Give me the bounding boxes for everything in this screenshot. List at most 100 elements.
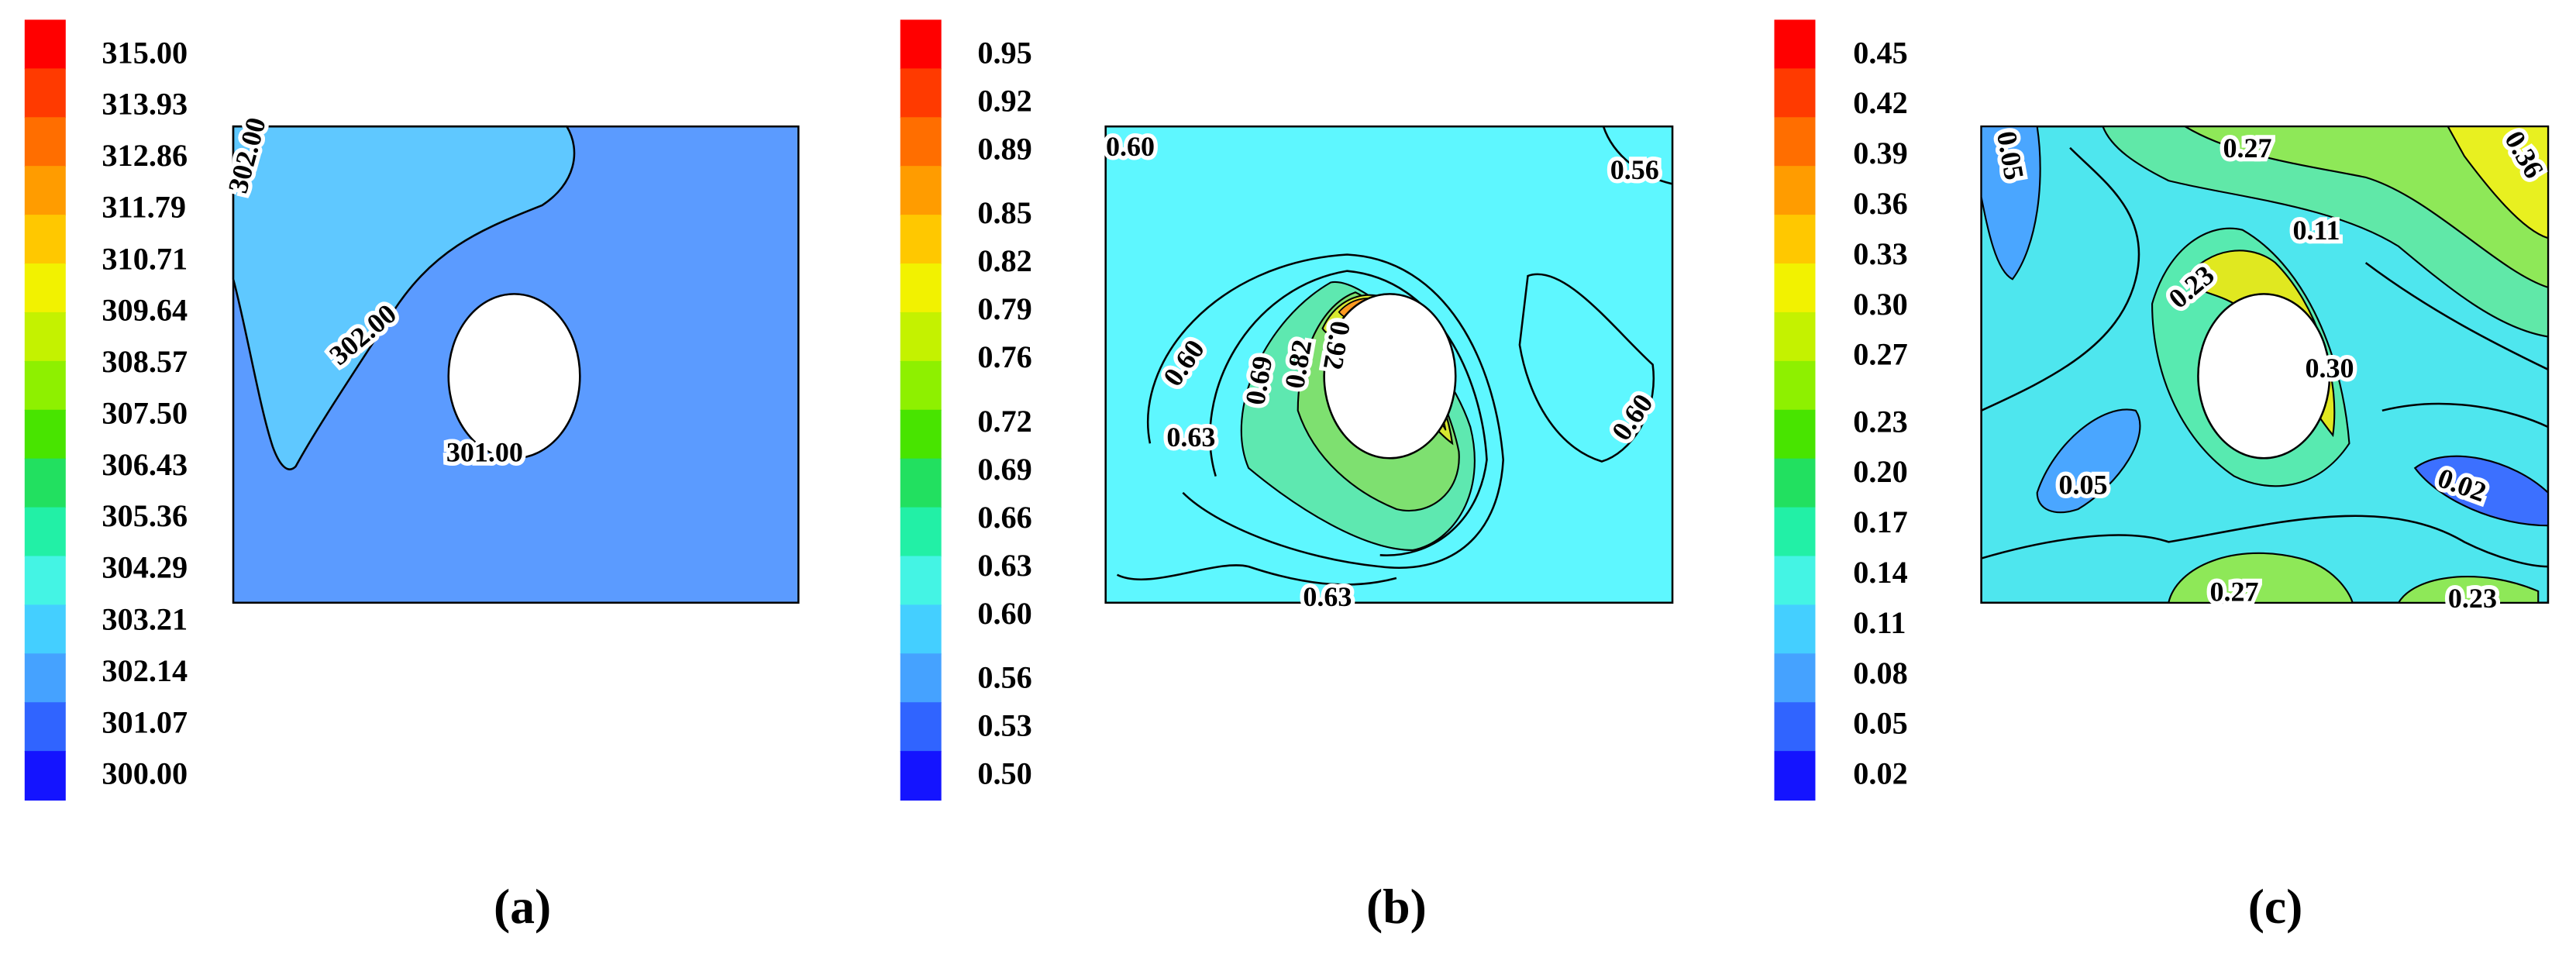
colorbar-band xyxy=(24,360,66,411)
contour-region xyxy=(2036,408,2141,514)
contour-region xyxy=(232,125,576,470)
colorbar-tick-label: 0.85 xyxy=(977,195,1031,230)
colorbar-band xyxy=(24,556,66,606)
colorbar-band xyxy=(1774,263,1816,313)
colorbar-tick-label: 315.00 xyxy=(102,35,188,70)
colorbar-tick-label: 0.66 xyxy=(977,500,1031,535)
cylinder xyxy=(447,293,581,460)
colorbar-band xyxy=(900,751,942,801)
contour-line xyxy=(2381,402,2549,429)
colorbar-tick-label: 0.53 xyxy=(977,708,1031,743)
contour-line xyxy=(1518,273,1655,463)
contour-label: 0.30 xyxy=(2305,353,2354,384)
colorbar-tick-label: 312.86 xyxy=(102,138,188,173)
colorbar-band xyxy=(1774,117,1816,167)
colorbar-band xyxy=(24,653,66,704)
colorbar-tick-label: 0.39 xyxy=(1853,136,1907,170)
colorbar-band xyxy=(24,702,66,752)
cylinder xyxy=(2197,293,2331,460)
contour-label: 0.60 xyxy=(1106,131,1155,162)
colorbar-band xyxy=(1774,312,1816,362)
colorbar-band xyxy=(900,556,942,606)
colorbar-band xyxy=(1774,360,1816,411)
colorbar-tick-label: 0.63 xyxy=(977,548,1031,583)
colorbar-tick-label: 0.42 xyxy=(1853,85,1907,120)
colorbar-band xyxy=(900,458,942,508)
colorbar-tick-label: 0.14 xyxy=(1853,555,1907,590)
panel-b-field xyxy=(1104,125,1674,604)
colorbar-band xyxy=(900,409,942,460)
contour-label: 0.23 xyxy=(2448,583,2497,614)
colorbar-tick-label: 313.93 xyxy=(102,87,188,122)
colorbar-band xyxy=(900,312,942,362)
colorbar-band xyxy=(24,507,66,557)
colorbar-band xyxy=(24,751,66,801)
colorbar-tick-label: 0.05 xyxy=(1853,706,1907,741)
contour-region xyxy=(2446,126,2550,239)
colorbar-tick-label: 305.36 xyxy=(102,498,188,533)
colorbar-band xyxy=(1774,68,1816,119)
colorbar-band xyxy=(24,263,66,313)
contour-region xyxy=(2167,552,2354,604)
contour-region xyxy=(1980,126,2041,281)
colorbar-band xyxy=(24,409,66,460)
contour-label: 0.63 xyxy=(1166,422,1215,453)
colorbar-tick-label: 311.79 xyxy=(102,189,186,224)
colorbar-band xyxy=(24,117,66,167)
colorbar-tick-label: 0.23 xyxy=(1853,404,1907,439)
contour-label: 0.63 xyxy=(1303,581,1352,612)
colorbar-band xyxy=(1774,751,1816,801)
colorbar-tick-label: 0.82 xyxy=(977,243,1031,278)
colorbar-tick-label: 0.60 xyxy=(977,596,1031,631)
colorbar-tick-label: 302.14 xyxy=(102,653,188,688)
colorbar-band xyxy=(900,215,942,265)
panel-label: (b) xyxy=(1366,879,1427,934)
colorbar-band xyxy=(900,653,942,704)
colorbar-tick-label: 0.30 xyxy=(1853,287,1907,322)
contour-line xyxy=(1146,253,1504,569)
colorbar-band xyxy=(1774,556,1816,606)
colorbar-band xyxy=(900,166,942,216)
colorbar-band xyxy=(24,312,66,362)
colorbar-tick-label: 307.50 xyxy=(102,395,188,430)
colorbar-band xyxy=(24,166,66,216)
contour-label: 301.00 xyxy=(446,436,523,467)
colorbar-band xyxy=(24,68,66,119)
contour-line xyxy=(1602,126,1673,185)
colorbar-band xyxy=(1774,458,1816,508)
colorbar-tick-label: 310.71 xyxy=(102,241,188,276)
colorbar-band xyxy=(1774,604,1816,655)
colorbar-tick-label: 0.20 xyxy=(1853,454,1907,489)
colorbar-tick-label: 309.64 xyxy=(102,293,188,328)
colorbar-tick-label: 0.11 xyxy=(1853,605,1906,640)
colorbar-band xyxy=(1774,215,1816,265)
colorbar-band xyxy=(900,507,942,557)
colorbar-band xyxy=(24,19,66,70)
colorbar-tick-label: 0.92 xyxy=(977,83,1031,118)
contour-region xyxy=(2397,575,2540,604)
colorbar-tick-label: 0.36 xyxy=(1853,186,1907,221)
colorbar-band xyxy=(1774,409,1816,460)
contour-label: 0.56 xyxy=(1610,154,1659,185)
colorbar-tick-label: 0.02 xyxy=(1853,756,1907,791)
panel-c-field xyxy=(1980,125,2550,604)
colorbar-band xyxy=(1774,702,1816,752)
colorbar-band xyxy=(24,458,66,508)
cylinder xyxy=(1323,293,1457,460)
colorbar-band xyxy=(24,215,66,265)
colorbar-tick-label: 308.57 xyxy=(102,344,188,379)
colorbar-tick-label: 0.33 xyxy=(1853,236,1907,271)
colorbar-tick-label: 0.08 xyxy=(1853,656,1907,690)
colorbar-band xyxy=(1774,507,1816,557)
contour-label: 0.05 xyxy=(2059,470,2108,501)
colorbar-tick-label: 300.00 xyxy=(102,756,188,791)
colorbar-tick-label: 0.89 xyxy=(977,131,1031,166)
colorbar-tick-label: 0.69 xyxy=(977,452,1031,487)
colorbar-tick-label: 0.56 xyxy=(977,660,1031,695)
colorbar-band xyxy=(900,604,942,655)
colorbar-tick-label: 303.21 xyxy=(102,602,188,637)
colorbar-tick-label: 0.17 xyxy=(1853,504,1907,539)
colorbar-band xyxy=(1774,19,1816,70)
colorbar-tick-label: 0.79 xyxy=(977,291,1031,326)
